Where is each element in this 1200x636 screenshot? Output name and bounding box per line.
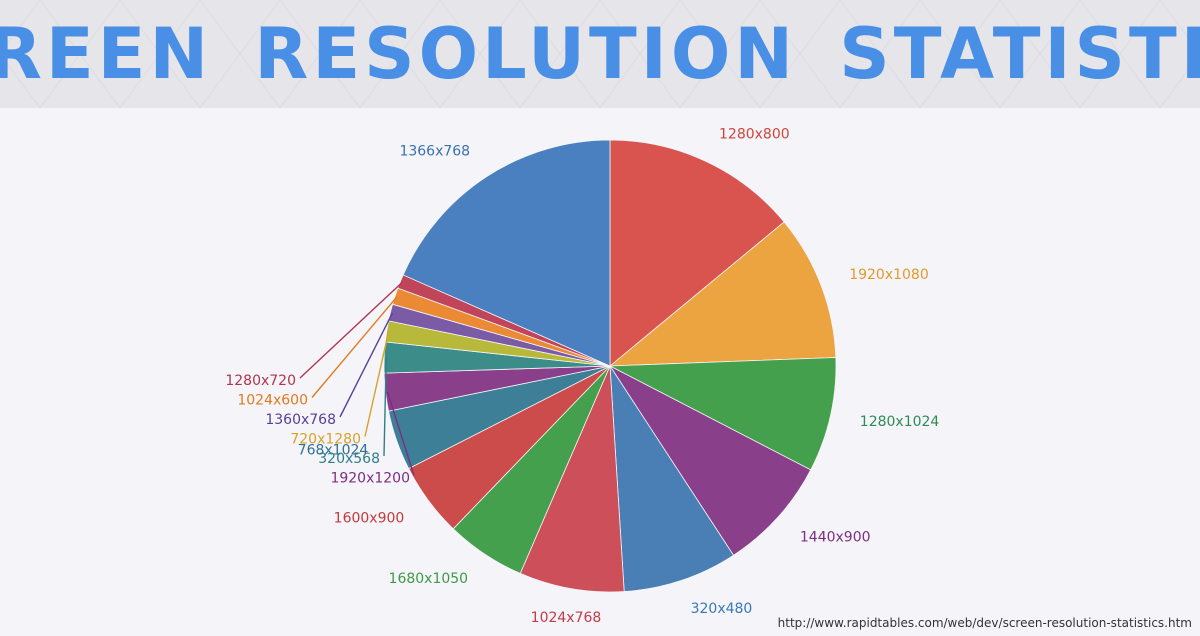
leader-line-1024x600 [311,296,398,398]
leader-line-1360x768 [339,312,394,418]
slice-label-1024x600: 1024x600 [237,393,308,409]
slice-label-1280x720: 1280x720 [225,373,296,389]
banner-pattern [0,0,1200,108]
slice-label-720x1280: 720x1280 [290,432,361,448]
pie-slice-1440x900 [608,364,812,556]
slice-label-1920x1200: 1920x1200 [330,471,410,487]
pie-slice-1280x1024 [608,357,837,471]
slice-label-1600x900: 1600x900 [334,510,405,526]
leader-line-1280x720 [299,281,403,379]
slice-label-1920x1080: 1920x1080 [849,267,929,283]
slice-label-1366x768: 1366x768 [399,144,470,160]
pie-slice-1366x768 [402,139,611,367]
slice-label-1280x1024: 1280x1024 [860,414,940,430]
title-banner: SCREEN RESOLUTION STATISTICS [0,0,1200,108]
leader-line-720x1280 [364,331,390,437]
slice-label-768x1024: 768x1024 [298,442,369,458]
pie-slice-320x480 [609,364,735,592]
slice-label-320x480: 320x480 [691,601,753,617]
leader-line-320x568 [383,357,387,457]
pie-slice-1024x768 [519,365,625,593]
slice-label-1024x768: 1024x768 [531,610,602,626]
leader-line-1920x1200 [386,391,415,476]
pie-slice-1280x800 [609,139,785,367]
slice-label-1680x1050: 1680x1050 [389,571,469,587]
slice-label-1280x800: 1280x800 [719,126,790,142]
slice-label-320x568: 320x568 [318,451,380,467]
pie-slice-1920x1080 [608,221,837,367]
slice-label-1440x900: 1440x900 [800,530,871,546]
slice-label-1360x768: 1360x768 [265,412,336,428]
source-url: http://www.rapidtables.com/web/dev/scree… [777,616,1192,630]
page-title: SCREEN RESOLUTION STATISTICS [0,13,1200,95]
